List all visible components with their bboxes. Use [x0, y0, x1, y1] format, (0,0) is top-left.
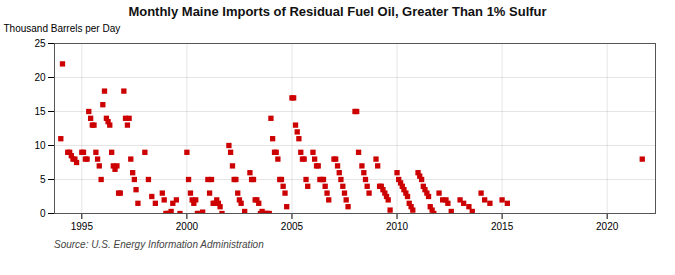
svg-text:15: 15 [34, 106, 46, 117]
svg-text:25: 25 [34, 38, 46, 49]
svg-text:2015: 2015 [491, 221, 514, 232]
html-text:Source: U.S. Energy Informatio: Source: U.S. Energy Information Administ… [54, 239, 264, 250]
svg-text:2020: 2020 [596, 221, 619, 232]
svg-text:1995: 1995 [71, 221, 94, 232]
svg-text:Thousand Barrels per Day: Thousand Barrels per Day [4, 23, 121, 34]
svg-text:5: 5 [40, 174, 46, 185]
svg-text:2010: 2010 [386, 221, 409, 232]
svg-text:2005: 2005 [281, 221, 304, 232]
svg-text:2000: 2000 [176, 221, 199, 232]
svg-text:20: 20 [34, 72, 46, 83]
html-text:Monthly Maine Imports of Resid: Monthly Maine Imports of Residual Fuel O… [128, 4, 547, 19]
svg-text:0: 0 [40, 208, 46, 219]
svg-text:10: 10 [34, 140, 46, 151]
